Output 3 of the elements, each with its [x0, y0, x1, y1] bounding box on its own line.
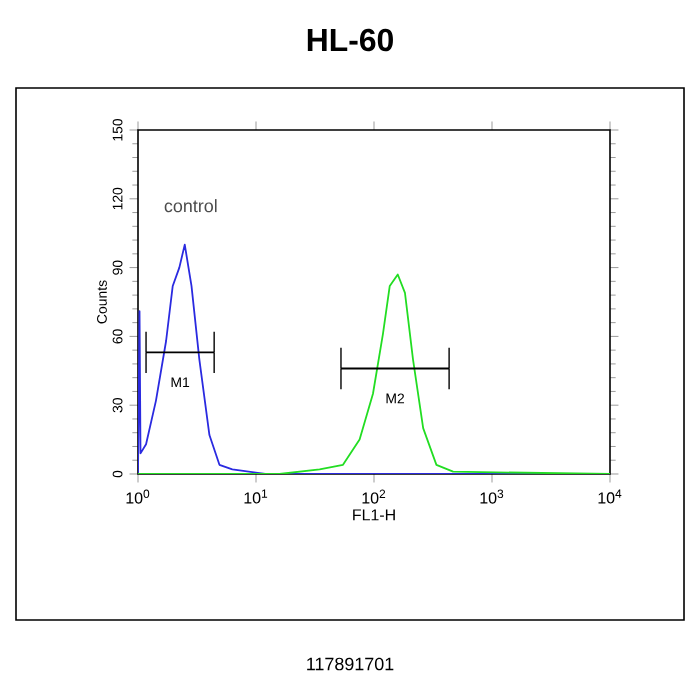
chart-title: HL-60	[307, 28, 393, 52]
text: 117891701	[307, 657, 394, 671]
annotation: control	[164, 199, 217, 213]
